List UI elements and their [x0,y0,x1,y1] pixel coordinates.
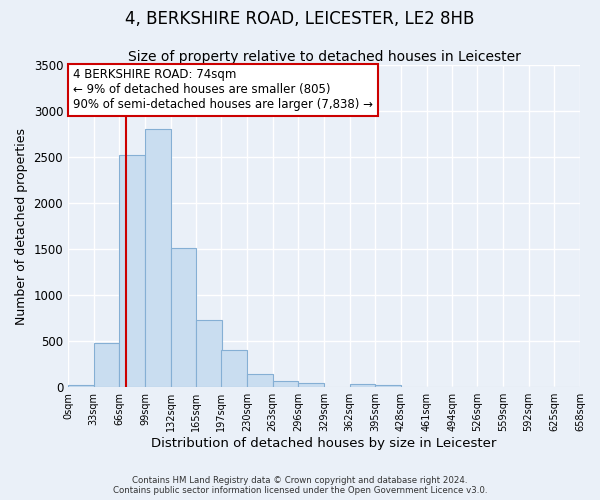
Bar [298,382,324,387]
Bar [350,384,376,387]
Bar [119,156,145,387]
Bar [145,128,171,387]
Bar [68,385,94,387]
Y-axis label: Number of detached properties: Number of detached properties [15,128,28,324]
Bar [376,385,401,387]
Bar [247,374,272,387]
Bar [171,248,196,387]
Text: Contains HM Land Registry data © Crown copyright and database right 2024.
Contai: Contains HM Land Registry data © Crown c… [113,476,487,495]
Text: 4, BERKSHIRE ROAD, LEICESTER, LE2 8HB: 4, BERKSHIRE ROAD, LEICESTER, LE2 8HB [125,10,475,28]
Bar [272,381,298,387]
Bar [221,350,247,387]
Bar [196,320,222,387]
Title: Size of property relative to detached houses in Leicester: Size of property relative to detached ho… [128,50,520,64]
X-axis label: Distribution of detached houses by size in Leicester: Distribution of detached houses by size … [151,437,497,450]
Text: 4 BERKSHIRE ROAD: 74sqm
← 9% of detached houses are smaller (805)
90% of semi-de: 4 BERKSHIRE ROAD: 74sqm ← 9% of detached… [73,68,373,112]
Bar [94,343,119,387]
